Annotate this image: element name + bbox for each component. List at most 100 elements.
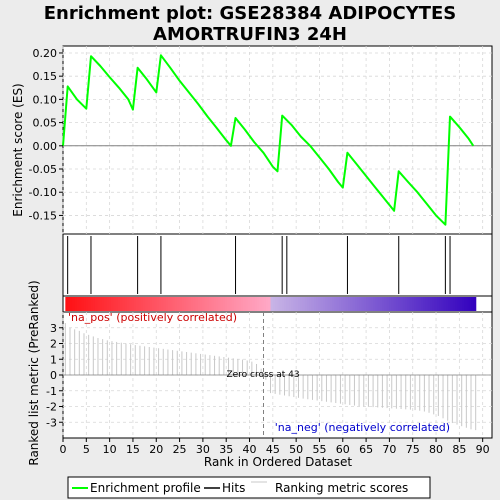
colorbar-segment	[352, 297, 356, 311]
colorbar-segment	[147, 297, 151, 311]
colorbar-segment	[277, 297, 281, 311]
es-tick-label: -0.10	[29, 186, 57, 199]
colorbar-segment	[99, 297, 103, 311]
colorbar-segment	[318, 297, 322, 311]
rank-colorbar	[65, 297, 477, 311]
x-tick-label: 0	[60, 443, 67, 456]
colorbar-segment	[263, 297, 267, 311]
colorbar-segment	[439, 297, 443, 311]
colorbar-segment	[368, 297, 372, 311]
x-tick-label: 50	[289, 443, 303, 456]
metric-tick-label: 2	[50, 338, 57, 351]
metric-y-ticks: 3 2 1 0 -1 -2 -3	[46, 322, 63, 429]
colorbar-segment	[124, 297, 128, 311]
colorbar-segment	[459, 297, 463, 311]
x-ticks: 0 5 10 15 20 25 30 35 40 45 50 55 60 65 70 75 80 85 90	[60, 438, 490, 456]
colorbar-segment	[236, 297, 240, 311]
es-y-ticks: 0.20 0.15 0.10 0.05 0.00 -0.05 -0.10 -0.15	[29, 47, 63, 222]
colorbar-segment	[158, 297, 162, 311]
colorbar-segment	[293, 297, 297, 311]
legend-ranking-label: Ranking metric scores	[275, 481, 408, 495]
x-axis-label: Rank in Ordered Dataset	[204, 455, 352, 469]
colorbar-segment	[208, 297, 212, 311]
colorbar-segment	[90, 297, 94, 311]
colorbar-segment	[272, 297, 276, 311]
colorbar-segment	[94, 297, 98, 311]
colorbar-segment	[156, 297, 160, 311]
x-tick-label: 85	[452, 443, 466, 456]
x-tick-label: 60	[336, 443, 350, 456]
colorbar-segment	[284, 297, 288, 311]
x-tick-label: 70	[382, 443, 396, 456]
colorbar-segment	[402, 297, 406, 311]
colorbar-segment	[384, 297, 388, 311]
colorbar-segment	[320, 297, 324, 311]
colorbar-segment	[110, 297, 114, 311]
colorbar-segment	[452, 297, 456, 311]
colorbar-segment	[222, 297, 226, 311]
legend-hits-label: Hits	[222, 481, 245, 495]
colorbar-segment	[259, 297, 262, 311]
colorbar-segment	[265, 297, 269, 311]
colorbar-segment	[83, 297, 87, 311]
colorbar-segment	[72, 297, 76, 311]
colorbar-segment	[455, 297, 459, 311]
colorbar-segment	[120, 297, 123, 311]
es-tick-label: 0.10	[33, 93, 58, 106]
colorbar-segment	[405, 297, 408, 311]
colorbar-segment	[199, 297, 203, 311]
colorbar-segment	[275, 297, 278, 311]
colorbar-segment	[395, 297, 399, 311]
x-tick-label: 45	[266, 443, 280, 456]
colorbar-segment	[249, 297, 253, 311]
metric-tick-label: -2	[46, 401, 57, 414]
colorbar-segment	[115, 297, 119, 311]
colorbar-segment	[350, 297, 354, 311]
es-panel	[62, 45, 493, 235]
colorbar-segment	[234, 297, 237, 311]
colorbar-segment	[343, 297, 347, 311]
colorbar-segment	[341, 297, 345, 311]
colorbar-segment	[425, 297, 429, 311]
colorbar-segment	[430, 297, 433, 311]
colorbar-segment	[359, 297, 363, 311]
legend: Enrichment profile Hits Ranking metric s…	[67, 476, 431, 499]
colorbar-segment	[79, 297, 82, 311]
colorbar-segment	[195, 297, 199, 311]
colorbar-segment	[181, 297, 185, 311]
colorbar-segment	[197, 297, 201, 311]
colorbar-segment	[288, 297, 292, 311]
enrichment-profile-polyline	[62, 54, 475, 226]
es-tick-label: 0.15	[33, 70, 58, 83]
colorbar-segment	[418, 297, 422, 311]
colorbar-segment	[229, 297, 233, 311]
colorbar-segment	[76, 297, 80, 311]
colorbar-segment	[281, 297, 285, 311]
colorbar-segment	[311, 297, 315, 311]
colorbar-segment	[238, 297, 242, 311]
metric-tick-label: 0	[50, 369, 57, 382]
colorbar-segment	[409, 297, 413, 311]
colorbar-segment	[204, 297, 208, 311]
neg-correlated-label: 'na_neg' (negatively correlated)	[275, 421, 450, 434]
colorbar-segment	[334, 297, 338, 311]
colorbar-segment	[126, 297, 130, 311]
colorbar-segment	[329, 297, 333, 311]
colorbar-segment	[338, 297, 342, 311]
colorbar-segment	[240, 297, 244, 311]
colorbar-segment	[188, 297, 192, 311]
colorbar-segment	[336, 297, 340, 311]
colorbar-segment	[140, 297, 144, 311]
colorbar-segment	[382, 297, 386, 311]
colorbar-segment	[85, 297, 89, 311]
colorbar-segment	[213, 297, 217, 311]
colorbar-segment	[473, 297, 477, 311]
colorbar-segment	[379, 297, 383, 311]
colorbar-segment	[67, 297, 71, 311]
x-tick-label: 25	[173, 443, 187, 456]
colorbar-segment	[295, 297, 299, 311]
colorbar-segment	[247, 297, 251, 311]
colorbar-segment	[227, 297, 231, 311]
colorbar-segment	[142, 297, 146, 311]
